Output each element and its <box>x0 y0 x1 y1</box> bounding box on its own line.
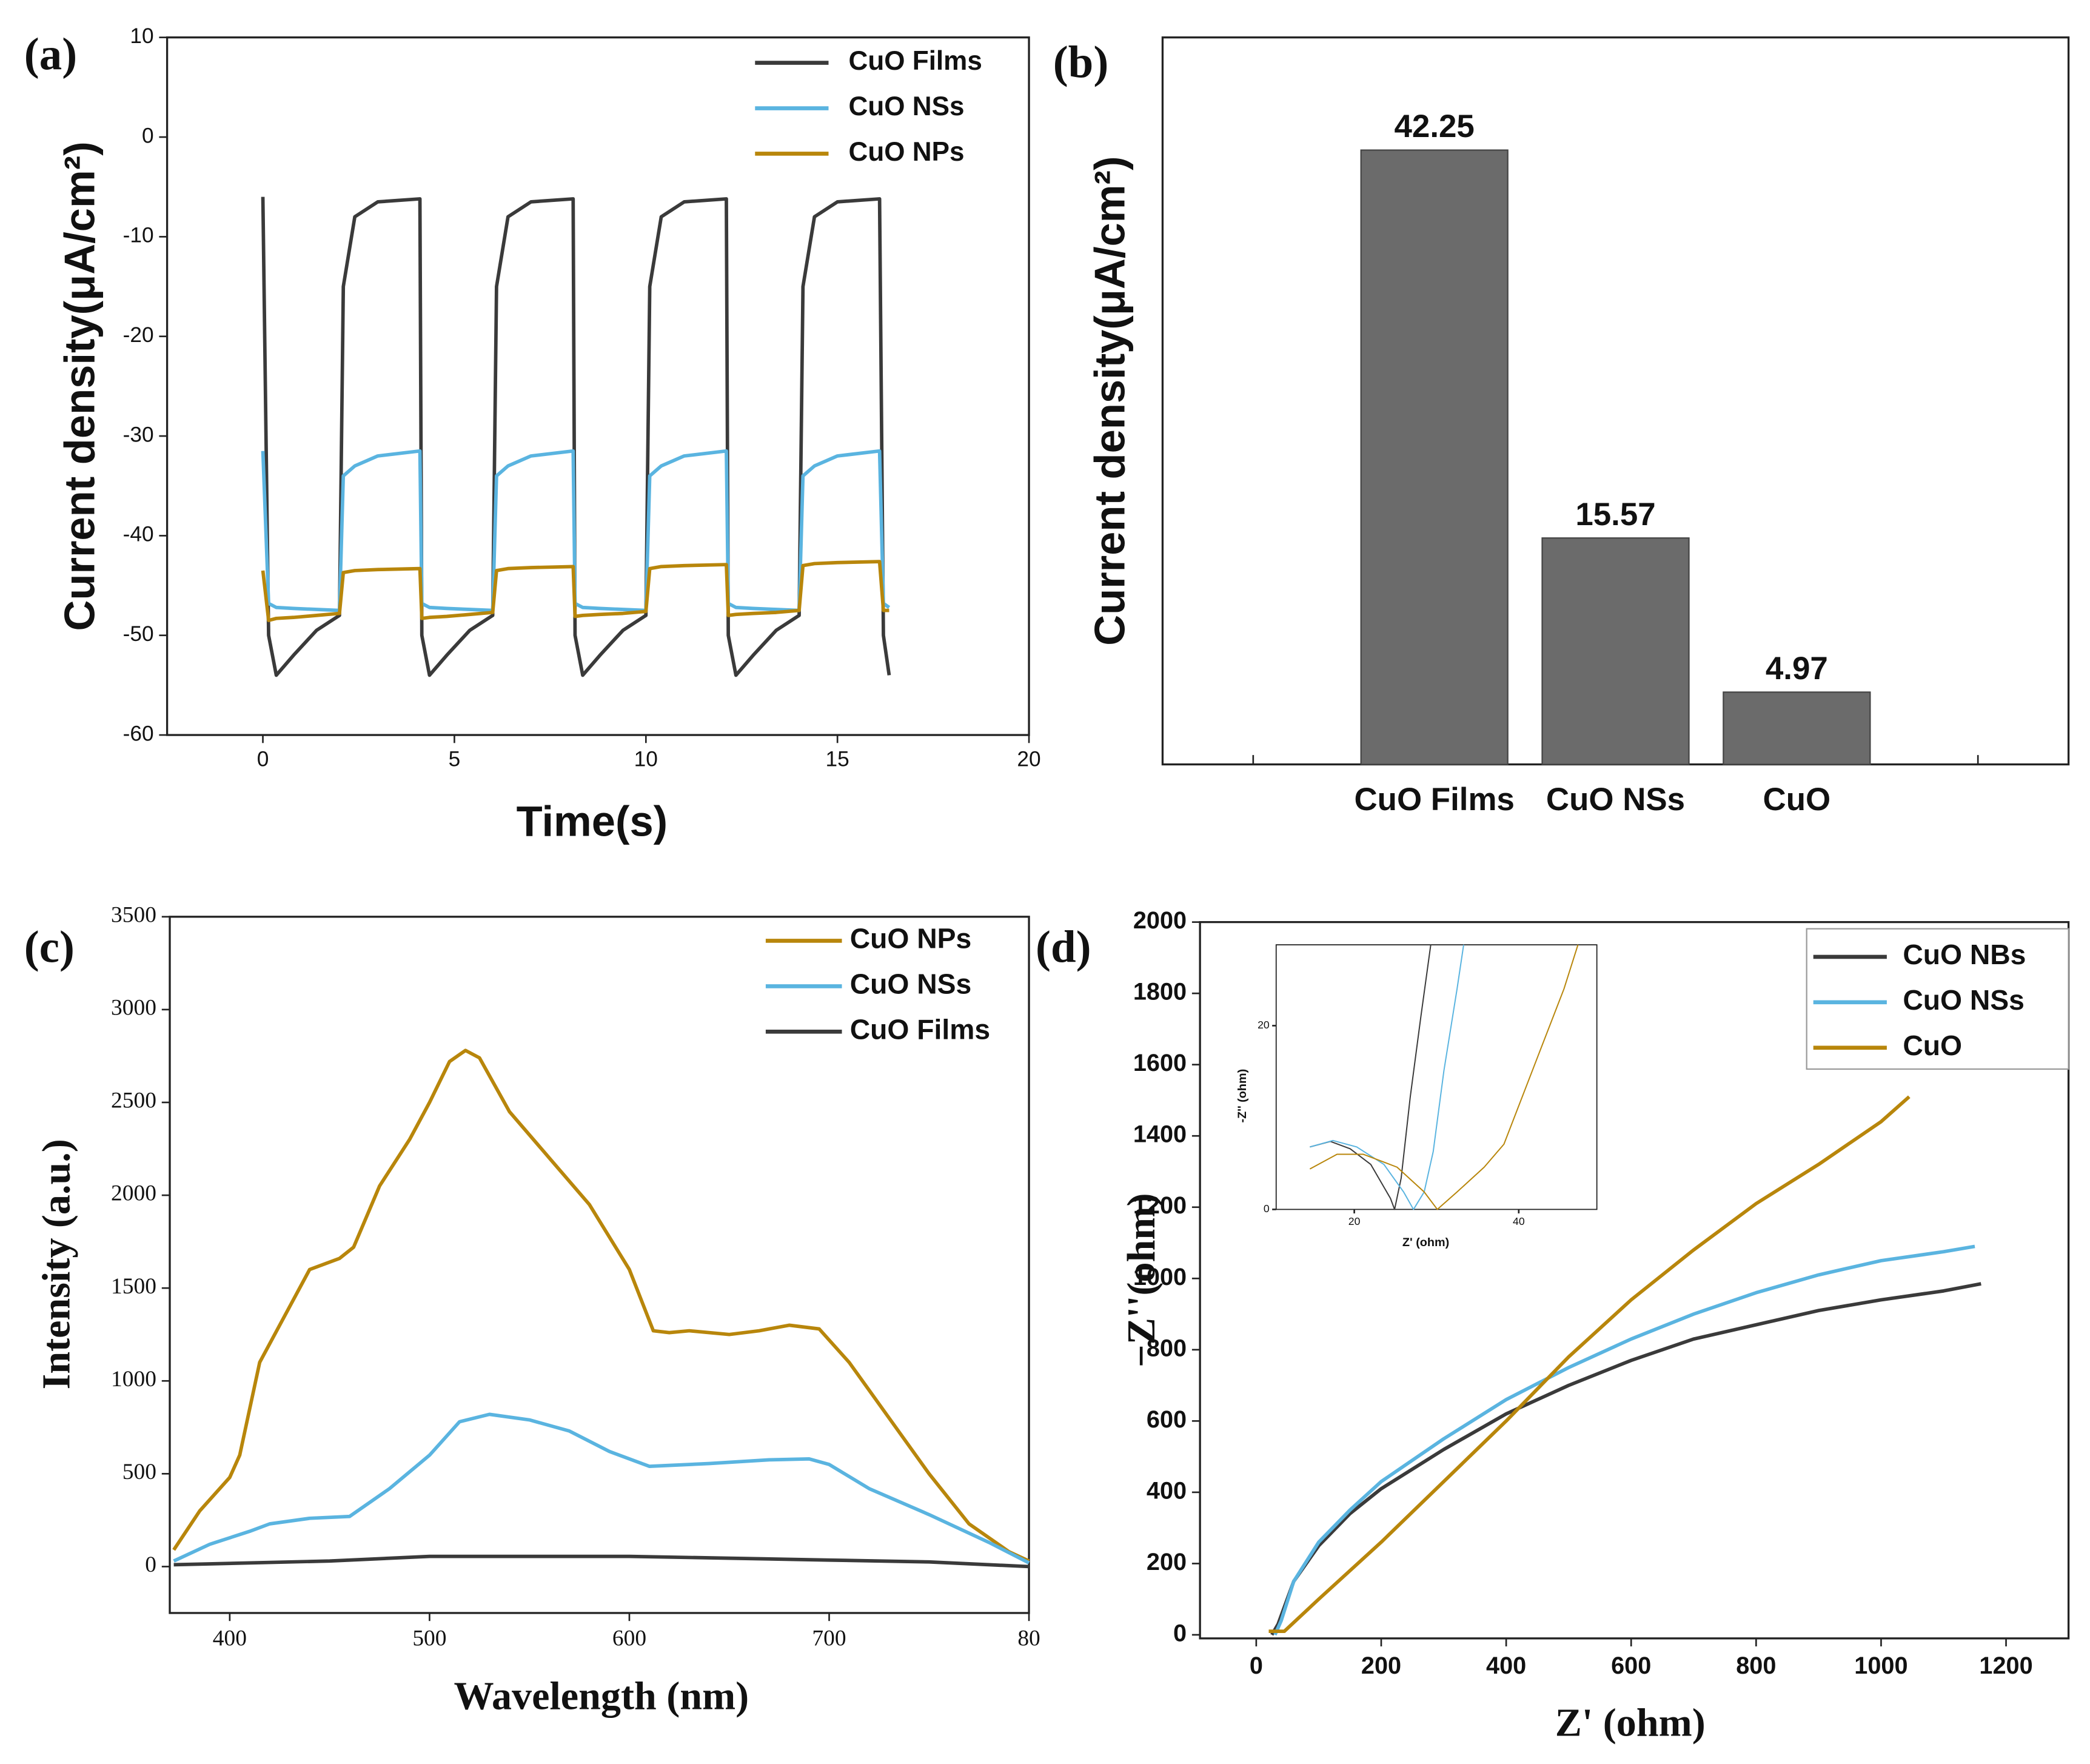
y-tick-label: 400 <box>1147 1477 1187 1504</box>
y-tick-label: 200 <box>1147 1549 1187 1575</box>
y-tick-label: 0 <box>1264 1202 1270 1215</box>
bar-value-label: 4.97 <box>1766 651 1828 686</box>
y-tick-label: -40 <box>123 523 154 546</box>
y-tick-label: 1800 <box>1133 979 1187 1005</box>
y-tick-label: 0 <box>145 1552 156 1577</box>
y-tick-label: 600 <box>1147 1406 1187 1433</box>
bar <box>1360 149 1509 765</box>
bar-value-label: 42.25 <box>1395 109 1475 144</box>
x-tick-label: 1000 <box>1854 1652 1907 1679</box>
x-axis-label: Wavelength (nm) <box>454 1674 749 1718</box>
x-tick-label: 400 <box>1486 1652 1526 1679</box>
series-line <box>261 196 891 677</box>
legend-label: CuO Films <box>849 46 982 76</box>
x-tick-label: 0 <box>257 748 269 771</box>
x-tick-label: 600 <box>612 1626 646 1651</box>
y-axis-label: Intensity (a.u.) <box>34 1139 78 1389</box>
legend-label: CuO NPs <box>850 923 972 954</box>
y-tick-label: 2000 <box>1133 907 1187 934</box>
y-tick-label: -50 <box>123 622 154 646</box>
series-line <box>173 1554 1030 1569</box>
y-tick-label: 1400 <box>1133 1121 1187 1148</box>
y-tick-label: 0 <box>142 124 154 147</box>
y-tick-label: 0 <box>1173 1620 1187 1646</box>
y-tick-label: 1200 <box>1133 1192 1187 1219</box>
y-tick-label: 2000 <box>111 1181 156 1206</box>
legend-label: CuO NSs <box>850 968 972 1000</box>
series-line <box>261 560 889 622</box>
x-tick-label: 20 <box>1017 748 1040 771</box>
x-tick-label: 15 <box>826 748 849 771</box>
bar-value-label: 15.57 <box>1575 497 1655 532</box>
legend-label: CuO NSs <box>849 92 965 121</box>
series-line <box>172 1048 1030 1563</box>
panel-label: (a) <box>24 29 77 79</box>
y-tick-label: 1000 <box>1133 1264 1187 1290</box>
y-tick-label: 1600 <box>1133 1050 1187 1076</box>
y-tick-label: -60 <box>123 722 154 745</box>
x-axis-label: Z' (ohm) <box>1555 1700 1706 1745</box>
bar <box>1723 691 1871 765</box>
bar <box>1541 537 1690 765</box>
y-axis-label: -Z'' (ohm) <box>1236 1069 1249 1123</box>
x-tick-label: 40 <box>1513 1215 1525 1227</box>
y-tick-label: 20 <box>1258 1019 1270 1031</box>
y-axis-label: −Z''(ohm) <box>1119 1193 1164 1367</box>
x-tick-label: 5 <box>449 748 461 771</box>
panel-label: (d) <box>1036 922 1091 972</box>
x-axis-label: Time(s) <box>517 797 668 845</box>
legend-label: CuO NBs <box>1903 939 2026 970</box>
x-tick-label: 500 <box>412 1626 446 1651</box>
plot-frame <box>166 36 1030 736</box>
x-tick-label: 20 <box>1348 1215 1361 1227</box>
x-tick-label: CuO <box>1763 782 1831 817</box>
series-line <box>1309 944 1579 1210</box>
y-tick-label: 500 <box>122 1460 156 1484</box>
x-tick-label: 600 <box>1611 1652 1651 1679</box>
series-line <box>1310 944 1464 1210</box>
series-line <box>1268 1095 1911 1633</box>
series-line <box>173 1412 1030 1564</box>
plot-frame <box>1275 944 1598 1210</box>
x-tick-label: 10 <box>634 748 658 771</box>
y-tick-label: -20 <box>123 323 154 347</box>
x-axis-label: Z' (ohm) <box>1402 1236 1449 1249</box>
y-tick-label: 2500 <box>111 1088 156 1113</box>
legend-label: CuO <box>1903 1030 1962 1061</box>
y-tick-label: -30 <box>123 423 154 446</box>
x-tick-label: 400 <box>213 1626 247 1651</box>
x-tick-label: 800 <box>1736 1652 1776 1679</box>
x-tick-label: CuO NSs <box>1546 782 1685 817</box>
x-tick-label: 1200 <box>1979 1652 2032 1679</box>
y-tick-label: 1500 <box>111 1274 156 1299</box>
x-tick-label: 200 <box>1361 1652 1401 1679</box>
y-tick-label: -10 <box>123 224 154 247</box>
x-tick-label: 700 <box>812 1626 846 1651</box>
y-tick-label: 1000 <box>111 1367 156 1392</box>
legend-label: CuO NPs <box>849 137 965 167</box>
x-tick-label: CuO Films <box>1354 782 1514 817</box>
panel-label: (b) <box>1053 37 1109 87</box>
y-tick-label: 3500 <box>111 902 156 927</box>
x-tick-label: 80 <box>1017 1626 1040 1651</box>
y-tick-label: 800 <box>1147 1335 1187 1361</box>
y-tick-label: 3000 <box>111 995 156 1020</box>
y-axis-label: Current density(μA/cm²) <box>55 141 103 631</box>
series-line <box>1310 944 1432 1210</box>
y-axis-label: Current density(μA/cm²) <box>1086 156 1134 646</box>
series-line <box>1273 1244 1975 1636</box>
x-tick-label: 0 <box>1250 1652 1263 1679</box>
legend-label: CuO NSs <box>1903 984 2025 1016</box>
y-tick-label: 10 <box>130 24 153 48</box>
legend-label: CuO Films <box>850 1014 990 1045</box>
panel-label: (c) <box>24 922 75 972</box>
